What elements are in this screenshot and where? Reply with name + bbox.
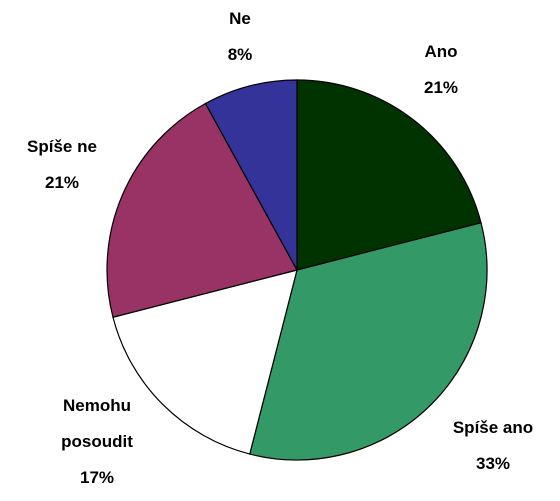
pie-slice xyxy=(296,79,482,271)
pie-slice xyxy=(106,102,298,318)
slice-percent: 8% xyxy=(227,45,253,64)
slice-label: Nemohu posoudit 17% xyxy=(47,388,147,496)
slice-label: Spíše ano 33% xyxy=(423,410,560,482)
slice-label: Spíše ne 21% xyxy=(0,129,132,201)
slice-percent: 21% xyxy=(423,78,459,97)
slice-label: Ne 8% xyxy=(200,1,280,73)
slice-name: Ano xyxy=(424,42,458,61)
slice-percent: 21% xyxy=(44,173,80,192)
slice-percent: 17% xyxy=(79,468,115,487)
pie-slice xyxy=(112,269,298,455)
slice-percent: 33% xyxy=(475,454,511,473)
pie-slice xyxy=(249,222,488,461)
slice-name: Nemohu posoudit xyxy=(61,396,133,451)
slice-name: Spíše ne xyxy=(27,137,97,156)
slice-name: Spíše ano xyxy=(452,418,534,437)
slice-label: Ano 21% xyxy=(381,34,501,106)
slice-name: Ne xyxy=(229,9,251,28)
pie-slice xyxy=(204,79,298,271)
